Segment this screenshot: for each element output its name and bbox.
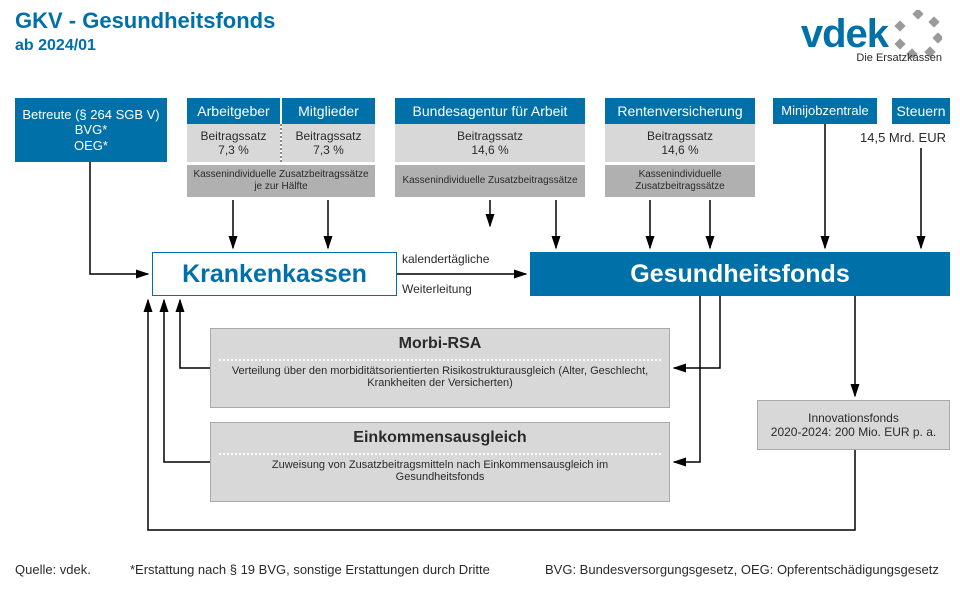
box-rentenversicherung: Rentenversicherung bbox=[605, 98, 755, 124]
footer-quelle: Quelle: vdek. bbox=[15, 562, 91, 578]
steuern-amount: 14,5 Mrd. EUR bbox=[848, 130, 958, 146]
box-steuern: Steuern bbox=[892, 98, 950, 124]
box-mitglieder: Mitglieder bbox=[282, 98, 375, 124]
rate-mitglieder: Beitragssatz 7,3 % bbox=[282, 124, 375, 162]
box-minijobzentrale: Minijobzentrale bbox=[773, 98, 877, 124]
betreute-line: BVG* bbox=[75, 122, 108, 138]
footer-note-1: *Erstattung nach § 19 BVG, sonstige Erst… bbox=[130, 562, 490, 578]
vdek-logo: vdek Die Ersatzkassen bbox=[801, 10, 942, 64]
zusatz-rentenversicherung: Kassenindividuelle Zusatzbeitragssätze bbox=[605, 165, 755, 197]
zusatz-bundesagentur: Kassenindividuelle Zusatzbeitragssätze bbox=[395, 165, 585, 197]
box-gesundheitsfonds: Gesundheitsfonds bbox=[530, 252, 950, 296]
box-einkommen: Einkommensausgleich Zuweisung von Zusatz… bbox=[210, 422, 670, 502]
rate-rentenversicherung: Beitragssatz 14,6 % bbox=[605, 124, 755, 162]
box-innovation: Innovationsfonds 2020-2024: 200 Mio. EUR… bbox=[757, 400, 950, 450]
zusatz-am: Kassenindividuelle Zusatzbeitragssätze j… bbox=[187, 165, 375, 197]
page-title: GKV - Gesundheitsfonds bbox=[15, 8, 275, 34]
transfer-label-2: Weiterleitung bbox=[402, 282, 522, 296]
betreute-line: OEG* bbox=[74, 138, 108, 154]
box-bundesagentur: Bundesagentur für Arbeit bbox=[395, 98, 585, 124]
rate-arbeitgeber: Beitragssatz 7,3 % bbox=[187, 124, 280, 162]
rate-bundesagentur: Beitragssatz 14,6 % bbox=[395, 124, 585, 162]
footer-note-2: BVG: Bundesversorgungsgesetz, OEG: Opfer… bbox=[545, 562, 939, 578]
flow-arrows bbox=[0, 0, 960, 593]
box-morbi: Morbi-RSA Verteilung über den morbidität… bbox=[210, 328, 670, 408]
box-krankenkassen: Krankenkassen bbox=[152, 252, 397, 296]
box-arbeitgeber: Arbeitgeber bbox=[187, 98, 280, 124]
page-subtitle: ab 2024/01 bbox=[15, 36, 96, 55]
box-betreute: Betreute (§ 264 SGB V) BVG* OEG* bbox=[15, 98, 167, 162]
logo-circle-icon bbox=[894, 10, 942, 58]
transfer-label: kalendertägliche bbox=[402, 252, 522, 266]
betreute-line: Betreute (§ 264 SGB V) bbox=[22, 107, 159, 123]
